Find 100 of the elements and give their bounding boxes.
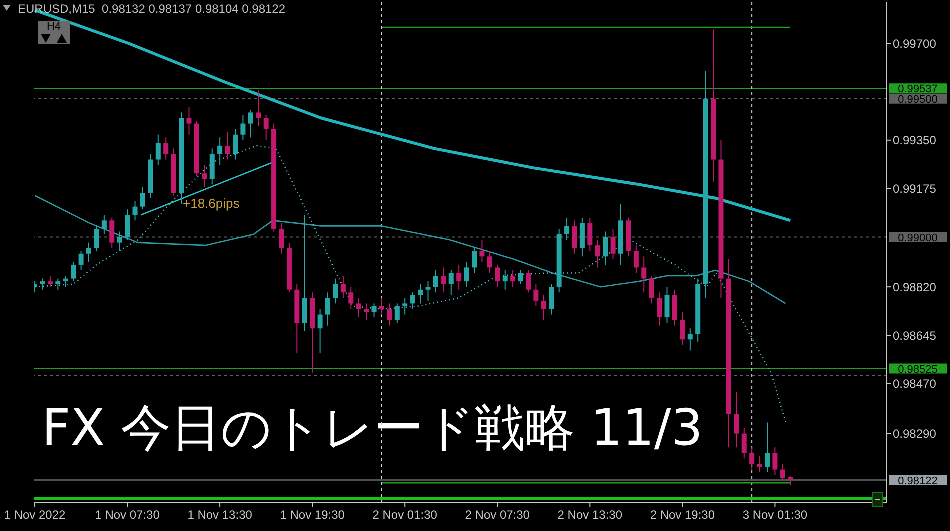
ref-line-label: 0.99537 xyxy=(898,84,938,96)
x-tick-label: 2 Nov 19:30 xyxy=(650,508,716,522)
candlestick xyxy=(232,128,238,160)
candlestick xyxy=(340,276,346,299)
y-tick-label: 0.99700 xyxy=(893,36,937,51)
candlestick xyxy=(541,294,546,321)
annotation: H4 xyxy=(46,21,62,33)
candlestick xyxy=(140,186,146,210)
candlestick xyxy=(634,245,639,274)
x-tick-label: 2 Nov 01:30 xyxy=(372,508,438,522)
candlestick xyxy=(688,328,693,352)
candlestick xyxy=(772,447,778,476)
candlestick xyxy=(102,214,107,236)
candlestick xyxy=(78,250,84,271)
candlestick xyxy=(595,240,600,268)
candlestick xyxy=(318,308,323,354)
candlestick xyxy=(750,447,755,470)
candlestick xyxy=(86,242,92,263)
candlestick xyxy=(502,270,508,290)
candlestick xyxy=(63,276,68,288)
annotation: +18.6pips xyxy=(183,196,240,211)
candlestick xyxy=(394,303,400,324)
candlestick xyxy=(56,278,61,290)
candlestick xyxy=(510,270,516,288)
candlestick xyxy=(356,298,362,318)
candlestick xyxy=(248,109,254,138)
candlestick xyxy=(256,90,262,128)
candlestick xyxy=(71,262,76,282)
candlestick xyxy=(48,276,53,288)
candlestick xyxy=(464,262,470,288)
candlestick xyxy=(441,267,446,294)
candlestick xyxy=(94,226,100,252)
x-tick-label: 3 Nov 01:30 xyxy=(742,508,808,522)
candlestick xyxy=(610,228,616,260)
candlestick xyxy=(326,292,331,326)
x-tick-label: 1 Nov 19:30 xyxy=(280,508,346,522)
candlestick xyxy=(426,281,431,302)
candlestick xyxy=(742,428,747,460)
candlestick xyxy=(164,137,169,160)
y-tick-label: 0.99350 xyxy=(893,134,937,148)
x-tick-label: 2 Nov 07:30 xyxy=(465,508,530,522)
candlestick xyxy=(757,455,762,474)
ref-line-label: 0.99500 xyxy=(898,94,938,106)
candlestick xyxy=(364,303,370,321)
candlestick xyxy=(664,286,670,324)
candlestick xyxy=(156,134,161,166)
y-tick-label: 0.98470 xyxy=(893,377,937,392)
y-tick-label: 0.98290 xyxy=(893,427,937,442)
candlestick xyxy=(526,270,531,294)
candlestick xyxy=(125,209,130,241)
candlestick xyxy=(333,278,338,304)
candlestick xyxy=(472,248,478,274)
candlestick xyxy=(487,250,492,274)
candlestick xyxy=(448,270,454,296)
x-tick-label: 1 Nov 07:30 xyxy=(95,508,160,522)
candlestick xyxy=(433,270,438,294)
text: FX 今日のトレード戦略 11/3 xyxy=(42,398,704,458)
candlestick xyxy=(534,284,539,307)
candlestick xyxy=(418,284,424,304)
y-tick-label: 0.98820 xyxy=(893,280,937,294)
candlestick xyxy=(649,276,654,304)
candlestick xyxy=(657,292,662,326)
ref-line-label: 0.98122 xyxy=(898,475,938,488)
candlestick xyxy=(40,278,46,290)
candlestick xyxy=(240,114,246,141)
candlestick xyxy=(603,231,608,266)
candlestick xyxy=(680,312,686,346)
candlestick xyxy=(225,132,230,160)
y-tick-label: 0.98645 xyxy=(893,328,937,343)
ref-line-label: 0.98525 xyxy=(898,364,938,376)
candlestick xyxy=(564,217,570,241)
candlestick xyxy=(132,200,138,222)
candlestick xyxy=(348,286,354,310)
candlestick xyxy=(372,303,377,318)
x-tick-label: 1 Nov 2022 xyxy=(4,508,66,522)
candlestick xyxy=(572,220,578,254)
x-tick-label: 1 Nov 13:30 xyxy=(188,508,253,522)
candlestick xyxy=(202,164,208,188)
candlestick xyxy=(588,217,593,252)
candlestick xyxy=(186,106,192,136)
candlestick xyxy=(456,264,462,290)
candlestick xyxy=(279,222,284,254)
x-tick-label: 2 Nov 13:30 xyxy=(558,508,623,522)
candlestick xyxy=(387,303,392,326)
candlestick xyxy=(780,464,786,482)
candlestick xyxy=(764,422,770,474)
candlestick xyxy=(788,476,794,486)
candlestick xyxy=(480,240,485,263)
candlestick xyxy=(379,298,384,316)
ref-line-label: 0.99000 xyxy=(898,232,938,244)
y-tick-label: 0.99175 xyxy=(893,182,937,196)
candlestick xyxy=(410,292,416,310)
candlestick xyxy=(402,298,408,316)
candlestick xyxy=(642,256,647,294)
chart-subtitle: EURUSD,M15 0.98132 0.98137 0.98104 0.98122 xyxy=(18,2,286,16)
candlestick xyxy=(218,137,223,166)
candlestick xyxy=(495,264,500,288)
candlestick xyxy=(549,284,554,316)
candlestick xyxy=(734,392,740,448)
candlestick xyxy=(518,270,524,285)
